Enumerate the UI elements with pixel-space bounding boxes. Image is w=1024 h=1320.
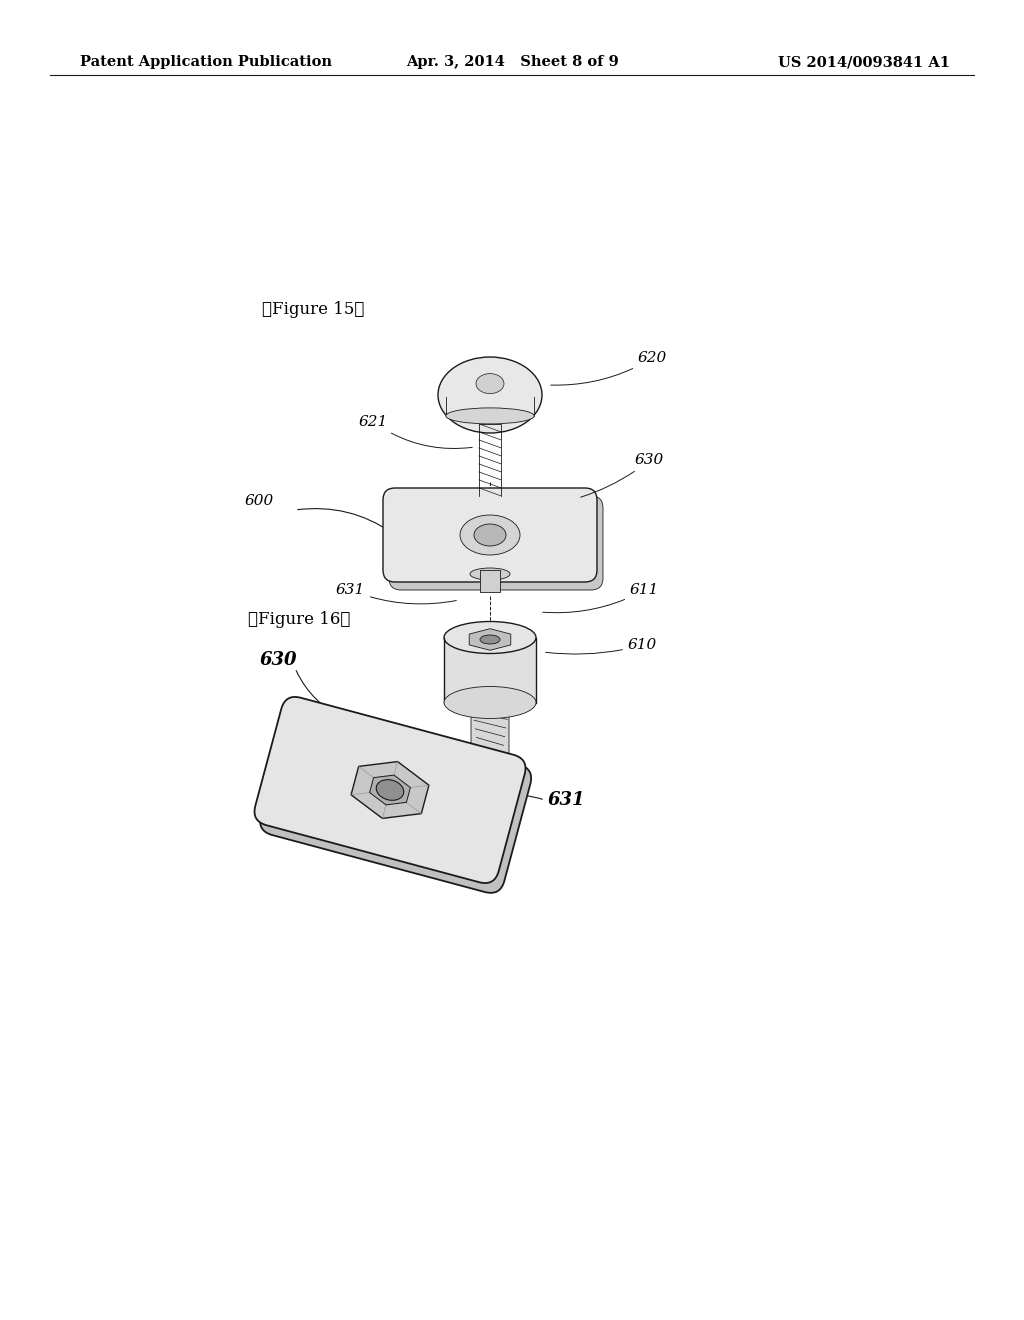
Ellipse shape xyxy=(480,635,500,644)
FancyBboxPatch shape xyxy=(255,697,525,883)
Bar xyxy=(480,570,500,591)
Polygon shape xyxy=(370,775,411,805)
Text: US 2014/0093841 A1: US 2014/0093841 A1 xyxy=(778,55,950,69)
FancyBboxPatch shape xyxy=(383,488,597,582)
Text: 611: 611 xyxy=(543,583,659,612)
Polygon shape xyxy=(469,628,511,651)
Ellipse shape xyxy=(476,374,504,393)
Ellipse shape xyxy=(460,515,520,554)
Ellipse shape xyxy=(438,356,542,433)
Ellipse shape xyxy=(445,408,535,424)
Text: 621: 621 xyxy=(358,414,472,449)
Polygon shape xyxy=(351,762,429,818)
Text: Apr. 3, 2014   Sheet 8 of 9: Apr. 3, 2014 Sheet 8 of 9 xyxy=(406,55,618,69)
FancyBboxPatch shape xyxy=(260,706,531,892)
Text: 631: 631 xyxy=(548,791,586,809)
Text: 【Figure 16】: 【Figure 16】 xyxy=(248,611,350,628)
Ellipse shape xyxy=(470,568,510,579)
FancyBboxPatch shape xyxy=(389,496,603,590)
Text: 630: 630 xyxy=(581,453,665,498)
Ellipse shape xyxy=(444,686,536,718)
Text: 631: 631 xyxy=(336,583,457,605)
Text: 620: 620 xyxy=(551,351,668,385)
Text: 610: 610 xyxy=(546,638,657,655)
Ellipse shape xyxy=(474,524,506,546)
Text: 600: 600 xyxy=(245,494,274,508)
Bar xyxy=(444,638,536,702)
Text: Patent Application Publication: Patent Application Publication xyxy=(80,55,332,69)
Polygon shape xyxy=(471,702,509,797)
Ellipse shape xyxy=(444,622,536,653)
Ellipse shape xyxy=(376,780,403,800)
Text: 【Figure 15】: 【Figure 15】 xyxy=(262,301,365,318)
Text: 630: 630 xyxy=(260,651,298,669)
